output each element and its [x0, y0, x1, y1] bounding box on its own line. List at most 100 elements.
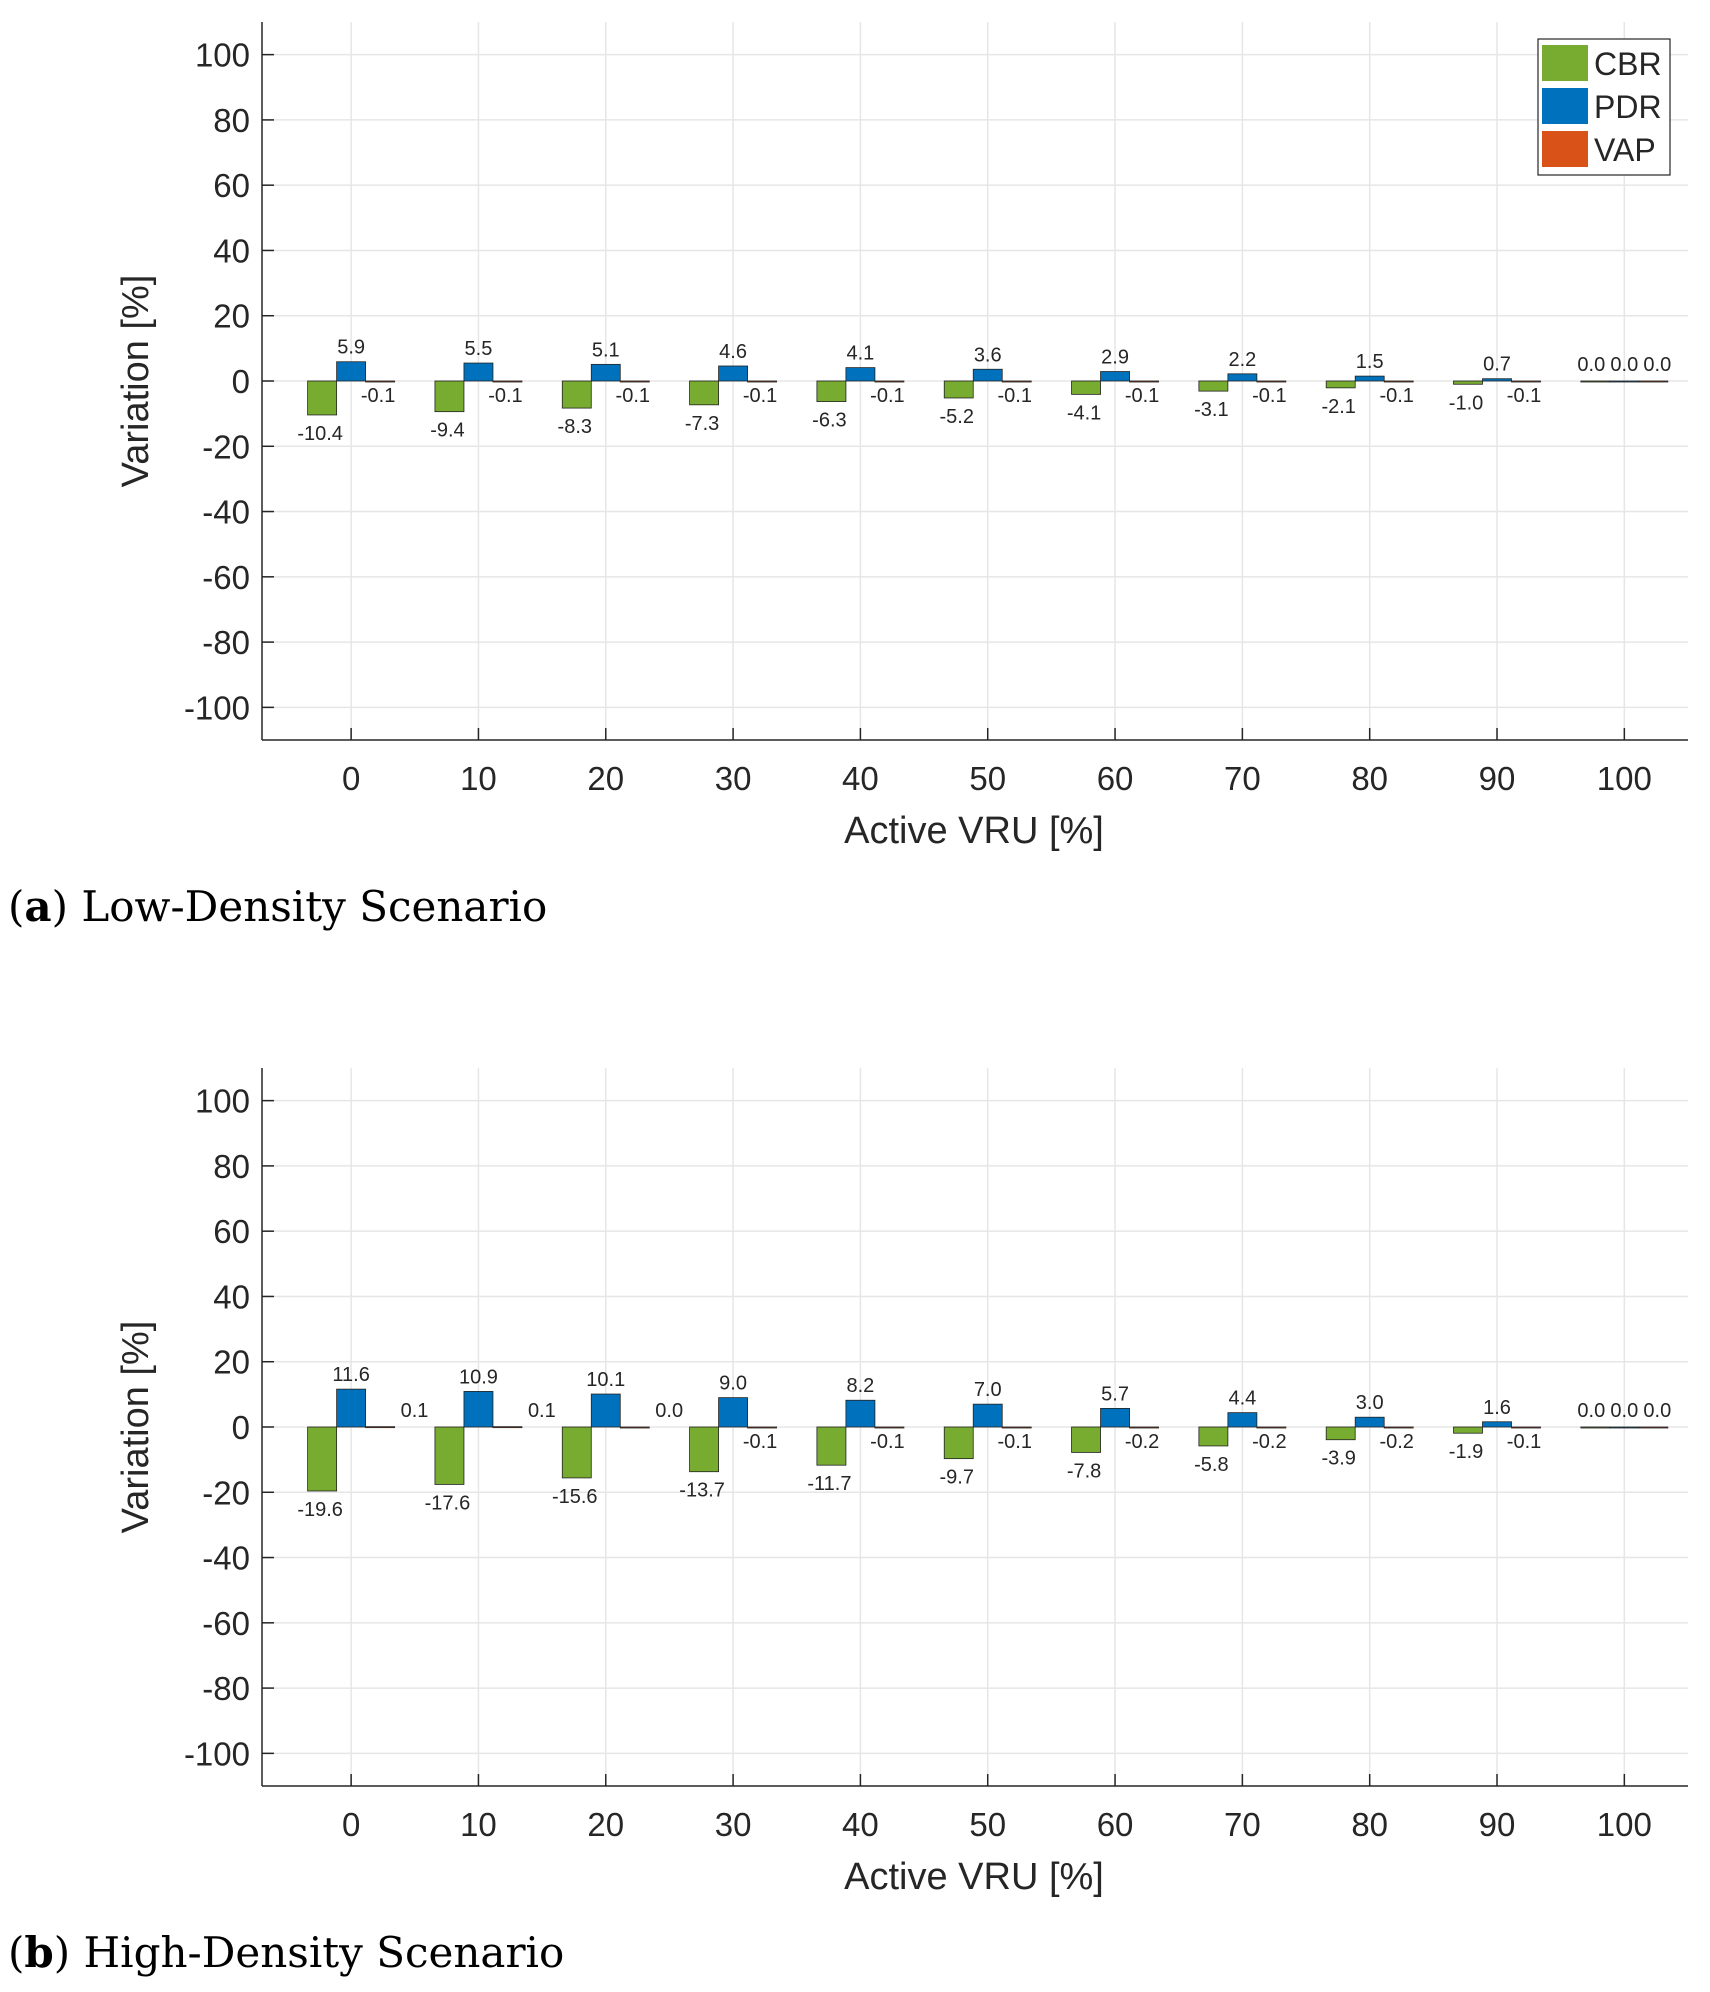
x-tick-label: 10 [460, 760, 497, 797]
bar-vap [619, 1426, 650, 1429]
bar-vap [1129, 380, 1159, 383]
data-label-pdr: 5.5 [465, 338, 493, 360]
data-label-vap: -0.1 [997, 1431, 1031, 1453]
bar-vap [1638, 1426, 1669, 1429]
x-axis-label: Active VRU [%] [844, 810, 1104, 852]
bar-cbr [943, 1426, 974, 1460]
data-label-vap: -0.1 [488, 385, 522, 407]
x-tick-label: 90 [1479, 1806, 1516, 1843]
y-tick-label: -20 [202, 1474, 250, 1511]
data-label-pdr: 2.2 [1228, 349, 1256, 371]
bar-pdr [590, 363, 621, 382]
data-label-vap: -0.1 [1507, 385, 1541, 407]
data-label-pdr: 10.9 [459, 1366, 498, 1388]
data-label-vap: 0.1 [401, 1400, 429, 1422]
bar-cbr [561, 380, 592, 409]
data-label-vap: 0.1 [528, 1400, 556, 1422]
data-label-vap: -0.1 [1507, 1431, 1541, 1453]
bar-pdr [972, 368, 1003, 382]
y-tick-label: -100 [184, 689, 250, 726]
data-label-cbr: -15.6 [552, 1486, 598, 1508]
data-label-cbr: -1.9 [1449, 1441, 1483, 1463]
bar-vap [874, 1426, 905, 1429]
y-axis-label: Variation [%] [115, 275, 157, 488]
bar-pdr [590, 1393, 621, 1428]
data-label-pdr: 5.1 [592, 339, 620, 361]
bar-pdr [1227, 1412, 1258, 1428]
data-label-pdr: 0.7 [1483, 354, 1511, 376]
bar-cbr [1198, 380, 1229, 392]
y-tick-label: -100 [184, 1735, 250, 1772]
data-label-pdr: 0.0 [1610, 354, 1638, 376]
y-tick-label: -80 [202, 1670, 250, 1707]
data-label-cbr: -8.3 [558, 416, 592, 438]
data-label-pdr: 3.6 [974, 344, 1002, 366]
caption-high-density: (b) High-Density Scenario [8, 1928, 565, 1977]
bar-cbr [1071, 380, 1101, 395]
data-label-cbr: -1.0 [1449, 392, 1483, 414]
data-label-cbr: -19.6 [297, 1499, 343, 1521]
data-label-vap: -0.2 [1125, 1431, 1159, 1453]
data-label-pdr: 1.6 [1483, 1397, 1511, 1419]
bar-pdr [336, 361, 367, 382]
bar-cbr [434, 380, 465, 413]
data-label-pdr: 4.4 [1228, 1388, 1256, 1410]
data-label-cbr: -7.8 [1067, 1460, 1101, 1482]
caption-letter: a [24, 882, 52, 931]
x-tick-label: 40 [842, 1806, 879, 1843]
x-tick-label: 90 [1479, 760, 1516, 797]
legend-label-pdr: PDR [1594, 89, 1662, 125]
bar-vap [1383, 1426, 1414, 1429]
data-label-pdr: 9.0 [719, 1373, 747, 1395]
bar-vap [1383, 380, 1414, 383]
data-label-cbr: 0.0 [1577, 1400, 1605, 1422]
bar-cbr [1580, 1426, 1611, 1429]
caption-low-density: (a) Low-Density Scenario [8, 882, 548, 931]
bar-cbr [561, 1426, 592, 1479]
data-label-vap: -0.1 [1252, 385, 1286, 407]
bar-pdr [463, 1391, 494, 1428]
bar-vap [747, 380, 777, 383]
x-tick-label: 0 [342, 1806, 360, 1843]
data-label-vap: -0.1 [743, 385, 777, 407]
data-label-pdr: 4.6 [719, 341, 747, 363]
data-label-pdr: 7.0 [974, 1379, 1002, 1401]
bar-vap [1001, 1426, 1032, 1429]
y-tick-label: 0 [232, 363, 250, 400]
data-label-pdr: 3.0 [1356, 1392, 1384, 1414]
caption-text: High-Density Scenario [83, 1928, 565, 1977]
x-tick-label: 50 [969, 1806, 1006, 1843]
x-tick-label: 70 [1224, 760, 1261, 797]
x-tick-label: 30 [715, 760, 752, 797]
data-label-pdr: 4.1 [847, 343, 875, 365]
legend-swatch-vap [1542, 131, 1588, 167]
bar-pdr [1482, 1421, 1512, 1428]
data-label-cbr: -10.4 [297, 423, 343, 445]
data-label-vap: -0.1 [361, 385, 395, 407]
bar-vap [747, 1426, 777, 1429]
bar-pdr [718, 1397, 748, 1428]
data-label-vap: 0.0 [1643, 1400, 1671, 1422]
bar-cbr [689, 1426, 719, 1473]
data-label-pdr: 8.2 [847, 1375, 875, 1397]
bar-cbr [1325, 380, 1356, 389]
x-tick-label: 50 [969, 760, 1006, 797]
y-axis-label: Variation [%] [115, 1321, 157, 1534]
chart-low-density: 100 80 60 40 20 0 -20 -40 -60 -80 -100 0 10 20 30 40 50 6… [115, 22, 1688, 852]
y-tick-label: -60 [202, 559, 250, 596]
x-axis-label: Active VRU [%] [844, 1856, 1104, 1898]
data-label-cbr: -6.3 [812, 410, 846, 432]
y-tick-label: 60 [213, 1213, 250, 1250]
y-tick-label: -20 [202, 428, 250, 465]
bar-pdr [336, 1388, 367, 1428]
data-label-vap: -0.1 [616, 385, 650, 407]
data-label-cbr: -2.1 [1321, 396, 1355, 418]
x-tick-label: 100 [1597, 1806, 1652, 1843]
data-label-vap: -0.2 [1379, 1431, 1413, 1453]
bar-pdr [972, 1403, 1003, 1428]
data-label-vap: -0.1 [870, 385, 904, 407]
y-tick-label: 100 [195, 1083, 250, 1120]
bar-vap [619, 380, 650, 383]
bar-pdr [1354, 375, 1385, 382]
bar-vap [1256, 1426, 1287, 1429]
